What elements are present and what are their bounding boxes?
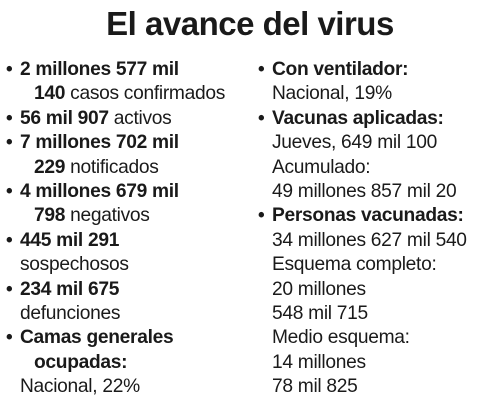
vacunas-acumulado-value: 49 millones 857 mil 20: [272, 181, 457, 203]
bullet-icon: •: [6, 59, 13, 80]
bullet-icon: •: [6, 132, 13, 154]
stat-sospechosos: • 445 mil 291 sospechosos: [6, 229, 250, 278]
activos-line: 56 mil 907 activos: [20, 107, 250, 131]
negativos-number-a: 4 millones 679 mil: [20, 181, 179, 203]
personas-completo-b: 548 mil 715: [272, 303, 368, 325]
bullet-icon: •: [6, 181, 13, 203]
personas-heading: Personas vacunadas:: [272, 205, 464, 227]
notificados-line-b: 229 notificados: [20, 156, 250, 180]
personas-completo-label: Esquema completo:: [272, 254, 437, 276]
camas-heading-b: ocupadas:: [34, 351, 128, 373]
camas-value: Nacional, 22%: [20, 376, 140, 398]
personas-medio-b: 78 mil 825: [272, 376, 358, 398]
stat-notificados: • 7 millones 702 mil 229 notificados: [6, 131, 250, 180]
notificados-number-a: 7 millones 702 mil: [20, 132, 179, 154]
left-column: • 2 millones 577 mil 140 casos confirmad…: [6, 58, 250, 400]
bullet-icon: •: [6, 107, 13, 129]
bullet-icon: •: [6, 327, 13, 349]
sospechosos-number: 445 mil 291: [20, 229, 120, 251]
stat-activos: • 56 mil 907 activos: [6, 107, 250, 131]
bullet-icon: •: [6, 278, 13, 300]
confirmados-number-a: 2 millones 577 mil: [20, 59, 179, 80]
ventilador-heading: Con ventilador:: [272, 59, 409, 80]
negativos-line-b: 798 negativos: [20, 204, 250, 228]
vacunas-acumulado-label: Acumulado:: [272, 156, 371, 178]
page-title: El avance del virus: [106, 5, 394, 42]
stat-camas: • Camas generales ocupadas: Nacional, 22…: [6, 326, 250, 399]
confirmados-number-b: 140: [34, 83, 66, 105]
stat-personas: • Personas vacunadas: 34 millones 627 mi…: [258, 204, 498, 399]
stat-vacunas: • Vacunas aplicadas: Jueves, 649 mil 100…: [258, 107, 498, 205]
ventilador-value: Nacional, 19%: [272, 83, 392, 105]
activos-label: activos: [108, 107, 172, 129]
stat-confirmados: • 2 millones 577 mil 140 casos confirmad…: [6, 58, 250, 107]
bullet-icon: •: [258, 205, 265, 227]
camas-heading-a: Camas generales: [20, 327, 174, 349]
personas-medio-a: 14 millones: [272, 351, 366, 373]
vacunas-jueves: Jueves, 649 mil 100: [272, 132, 437, 154]
negativos-label: negativos: [65, 205, 150, 227]
personas-total: 34 millones 627 mil 540: [272, 229, 467, 251]
defunciones-label: defunciones: [20, 303, 121, 325]
confirmados-label: casos confirmados: [65, 83, 226, 105]
bullet-icon: •: [258, 107, 265, 129]
stat-negativos: • 4 millones 679 mil 798 negativos: [6, 180, 250, 229]
stat-ventilador: • Con ventilador: Nacional, 19%: [258, 58, 498, 107]
notificados-number-b: 229: [34, 156, 66, 178]
activos-number: 56 mil 907: [20, 107, 109, 129]
personas-medio-label: Medio esquema:: [272, 327, 410, 349]
bullet-icon: •: [6, 229, 13, 251]
negativos-number-b: 798: [34, 205, 66, 227]
sospechosos-label: sospechosos: [20, 254, 129, 276]
confirmados-line-b: 140 casos confirmados: [20, 82, 250, 106]
bullet-icon: •: [258, 59, 265, 80]
right-column: • Con ventilador: Nacional, 19% • Vacuna…: [258, 58, 498, 400]
personas-completo-a: 20 millones: [272, 278, 366, 300]
vacunas-heading: Vacunas aplicadas:: [272, 107, 444, 129]
notificados-label: notificados: [65, 156, 159, 178]
defunciones-number: 234 mil 675: [20, 278, 120, 300]
stat-defunciones: • 234 mil 675 defunciones: [6, 278, 250, 327]
